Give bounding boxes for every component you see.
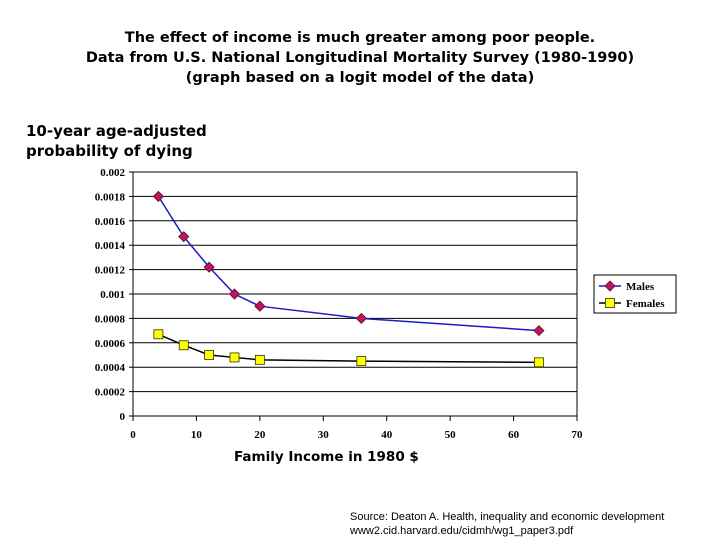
point-males-0 [152, 190, 164, 202]
point-males-2 [203, 261, 215, 273]
series-layer [152, 190, 545, 368]
gridlines [133, 171, 577, 393]
y-tick-8: 0.0016 [95, 216, 126, 228]
series-line-males [157, 196, 539, 332]
point-females-5 [356, 356, 367, 367]
y-tick-7: 0.0014 [95, 240, 126, 252]
series-line-females [158, 333, 539, 364]
y-tick-0: 0 [120, 411, 126, 423]
title-line-1: The effect of income is much greater amo… [124, 30, 596, 46]
y-tick-4: 0.0008 [95, 313, 126, 325]
point-males-3 [228, 288, 241, 300]
axes [129, 171, 578, 421]
point-females-3 [229, 352, 240, 363]
x-axis-label: Family Income in 1980 $ [234, 449, 419, 465]
point-males-4 [254, 300, 266, 312]
chart-title: The effect of income is much greater amo… [0, 28, 720, 88]
y-tick-5: 0.001 [100, 289, 125, 301]
y-tick-9: 0.0018 [95, 191, 126, 203]
y-axis-label-line-1: 10-year age-adjusted [26, 122, 207, 140]
legend-label-males: Males [626, 281, 655, 293]
x-tick-labels: 0 10 20 30 40 50 60 70 [130, 429, 583, 441]
y-tick-3: 0.0006 [95, 338, 126, 350]
point-females-4 [254, 354, 265, 365]
point-males-6 [533, 325, 545, 337]
y-tick-2: 0.0004 [95, 362, 126, 374]
y-tick-6: 0.0012 [95, 265, 126, 277]
x-tick-5: 50 [445, 429, 457, 441]
y-axis-label-line-2: probability of dying [26, 142, 193, 160]
source-line-1: Source: Deaton A. Health, inequality and… [350, 511, 665, 523]
legend-marker-females [605, 298, 615, 308]
title-line-2: Data from U.S. National Longitudinal Mor… [85, 50, 635, 66]
legend-label-females: Females [626, 298, 665, 310]
point-females-0 [153, 329, 164, 340]
source-line-2: www2.cid.harvard.edu/cidmh/wg1_paper3.pd… [350, 525, 574, 537]
y-tick-10: 0.002 [100, 167, 125, 179]
point-males-1 [178, 231, 190, 243]
title-line-3: (graph based on a logit model of the dat… [185, 70, 535, 86]
legend: Males Females [593, 274, 677, 314]
source-note: Source: Deaton A. Health, inequality and… [350, 510, 664, 538]
x-tick-7: 70 [572, 429, 584, 441]
series-females [153, 329, 544, 368]
x-tick-6: 60 [508, 429, 520, 441]
y-axis-label: 10-year age-adjusted probability of dyin… [26, 121, 207, 161]
legend-marker-males [604, 280, 616, 292]
x-tick-2: 20 [254, 429, 266, 441]
series-males [152, 190, 545, 337]
point-males-5 [355, 312, 367, 324]
y-tick-1: 0.0002 [95, 387, 126, 399]
point-females-1 [178, 340, 189, 351]
point-females-6 [534, 357, 544, 368]
point-females-2 [204, 350, 215, 360]
x-tick-0: 0 [130, 429, 136, 441]
x-tick-1: 10 [191, 429, 203, 441]
y-tick-labels: 0 0.0002 0.0004 0.0006 0.0008 0.001 0.0012 0.00… [95, 167, 126, 423]
x-tick-3: 30 [318, 429, 330, 441]
x-tick-4: 40 [381, 429, 393, 441]
